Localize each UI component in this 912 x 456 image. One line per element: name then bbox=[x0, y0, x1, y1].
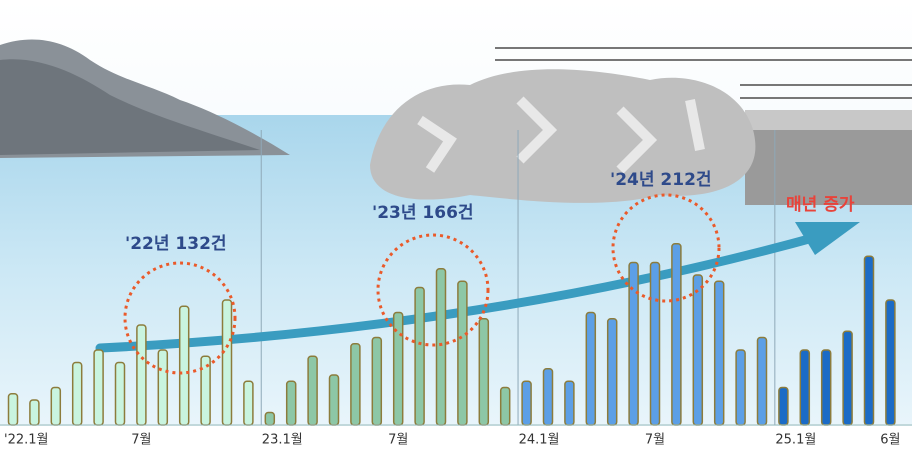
bar bbox=[243, 380, 254, 426]
x-tick-label: 7월 bbox=[645, 433, 665, 448]
bar bbox=[136, 324, 147, 426]
bar bbox=[756, 336, 768, 426]
mountain-shadow bbox=[0, 59, 260, 155]
x-tick-label: 24.1월 bbox=[519, 433, 560, 448]
fence bbox=[495, 47, 912, 99]
tetrapods bbox=[370, 69, 756, 203]
bar bbox=[7, 393, 19, 426]
bar bbox=[264, 411, 276, 426]
bar bbox=[478, 318, 490, 426]
bar bbox=[820, 349, 832, 426]
bar bbox=[885, 299, 896, 426]
bar bbox=[71, 361, 83, 426]
sea-wall-top bbox=[745, 110, 912, 130]
bar bbox=[564, 380, 575, 426]
annotation: '23년 166건 bbox=[372, 203, 474, 223]
bar bbox=[435, 268, 447, 426]
bar bbox=[842, 330, 853, 426]
bar bbox=[285, 380, 297, 426]
bar bbox=[457, 280, 468, 426]
annotation: '24년 212건 bbox=[610, 170, 712, 190]
bar bbox=[178, 305, 190, 426]
bar bbox=[692, 274, 704, 426]
bar bbox=[29, 399, 40, 426]
x-tick-label: 6월 bbox=[880, 433, 900, 448]
bar bbox=[157, 349, 169, 426]
highlight-circle bbox=[376, 233, 490, 347]
bar bbox=[50, 386, 62, 426]
bar bbox=[328, 374, 340, 426]
tetrapod-detail bbox=[417, 96, 705, 174]
bar bbox=[713, 280, 725, 426]
bar bbox=[799, 349, 811, 426]
x-tick-label: '22.1월 bbox=[4, 433, 48, 448]
highlight-circle bbox=[123, 261, 237, 375]
bar bbox=[114, 361, 126, 426]
x-tick-label: 7월 bbox=[131, 433, 151, 448]
bar bbox=[778, 386, 789, 426]
bar bbox=[350, 343, 361, 426]
trend-arrow bbox=[95, 231, 825, 353]
bar bbox=[735, 349, 746, 426]
bar bbox=[606, 318, 618, 426]
bar bbox=[863, 255, 875, 426]
bar bbox=[93, 349, 104, 426]
bar bbox=[671, 243, 682, 426]
bar bbox=[649, 261, 661, 426]
bar bbox=[585, 311, 597, 426]
annotation: '22년 132건 bbox=[125, 234, 227, 254]
highlight-circle bbox=[611, 193, 721, 303]
bar bbox=[307, 355, 318, 426]
bar bbox=[521, 380, 532, 426]
trend-arrow-head bbox=[795, 222, 860, 255]
bar bbox=[499, 386, 511, 426]
bar bbox=[414, 286, 425, 426]
x-tick-label: 23.1월 bbox=[262, 433, 303, 448]
bar bbox=[371, 336, 383, 426]
bar bbox=[221, 299, 233, 426]
ground bbox=[0, 426, 912, 456]
bar bbox=[628, 261, 639, 426]
bar bbox=[542, 368, 554, 426]
x-tick-label: 25.1월 bbox=[775, 433, 816, 448]
x-tick-label: 7월 bbox=[388, 433, 408, 448]
annotation: 매년 증가 bbox=[786, 195, 855, 215]
